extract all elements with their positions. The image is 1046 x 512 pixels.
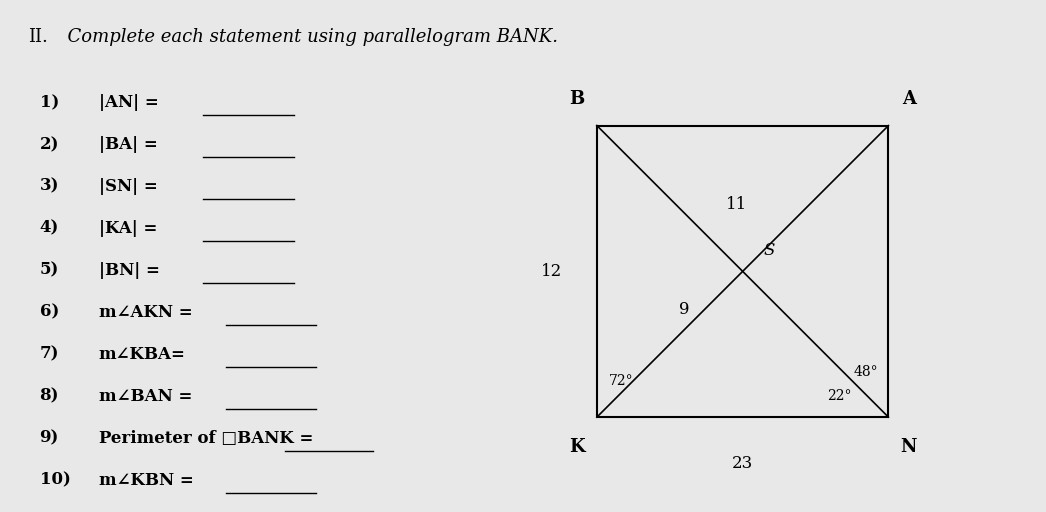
Text: Perimeter of □BANK =: Perimeter of □BANK = bbox=[98, 430, 313, 447]
Text: 5): 5) bbox=[40, 262, 59, 279]
Text: 9: 9 bbox=[679, 301, 689, 318]
Text: N: N bbox=[901, 438, 917, 456]
Text: B: B bbox=[569, 90, 584, 108]
Text: 3): 3) bbox=[40, 178, 59, 195]
Text: m∠KBA=: m∠KBA= bbox=[98, 346, 186, 363]
Text: 10): 10) bbox=[40, 472, 70, 489]
Text: K: K bbox=[569, 438, 585, 456]
Text: Complete each statement using parallelogram BANK.: Complete each statement using parallelog… bbox=[56, 28, 559, 46]
Text: |BA| =: |BA| = bbox=[98, 136, 158, 153]
Text: 6): 6) bbox=[40, 304, 59, 321]
Text: |KA| =: |KA| = bbox=[98, 220, 157, 237]
Text: 22°: 22° bbox=[827, 389, 851, 402]
Text: m∠KBN =: m∠KBN = bbox=[98, 472, 194, 489]
Text: 2): 2) bbox=[40, 136, 59, 153]
Text: 4): 4) bbox=[40, 220, 59, 237]
Text: |BN| =: |BN| = bbox=[98, 262, 160, 279]
Text: 1): 1) bbox=[40, 94, 59, 111]
Text: II.: II. bbox=[28, 28, 48, 46]
Text: 12: 12 bbox=[541, 263, 562, 280]
Text: 7): 7) bbox=[40, 346, 59, 363]
Text: 8): 8) bbox=[40, 388, 59, 405]
Text: 72°: 72° bbox=[609, 374, 633, 388]
Text: 9): 9) bbox=[40, 430, 59, 447]
Text: A: A bbox=[902, 90, 916, 108]
Text: |SN| =: |SN| = bbox=[98, 178, 158, 195]
Text: |AN| =: |AN| = bbox=[98, 94, 159, 111]
Text: m∠AKN =: m∠AKN = bbox=[98, 304, 192, 321]
Text: m∠BAN =: m∠BAN = bbox=[98, 388, 192, 405]
Text: S: S bbox=[764, 243, 774, 260]
Text: 11: 11 bbox=[726, 196, 748, 213]
Text: 23: 23 bbox=[732, 455, 753, 472]
Text: 48°: 48° bbox=[854, 365, 878, 379]
